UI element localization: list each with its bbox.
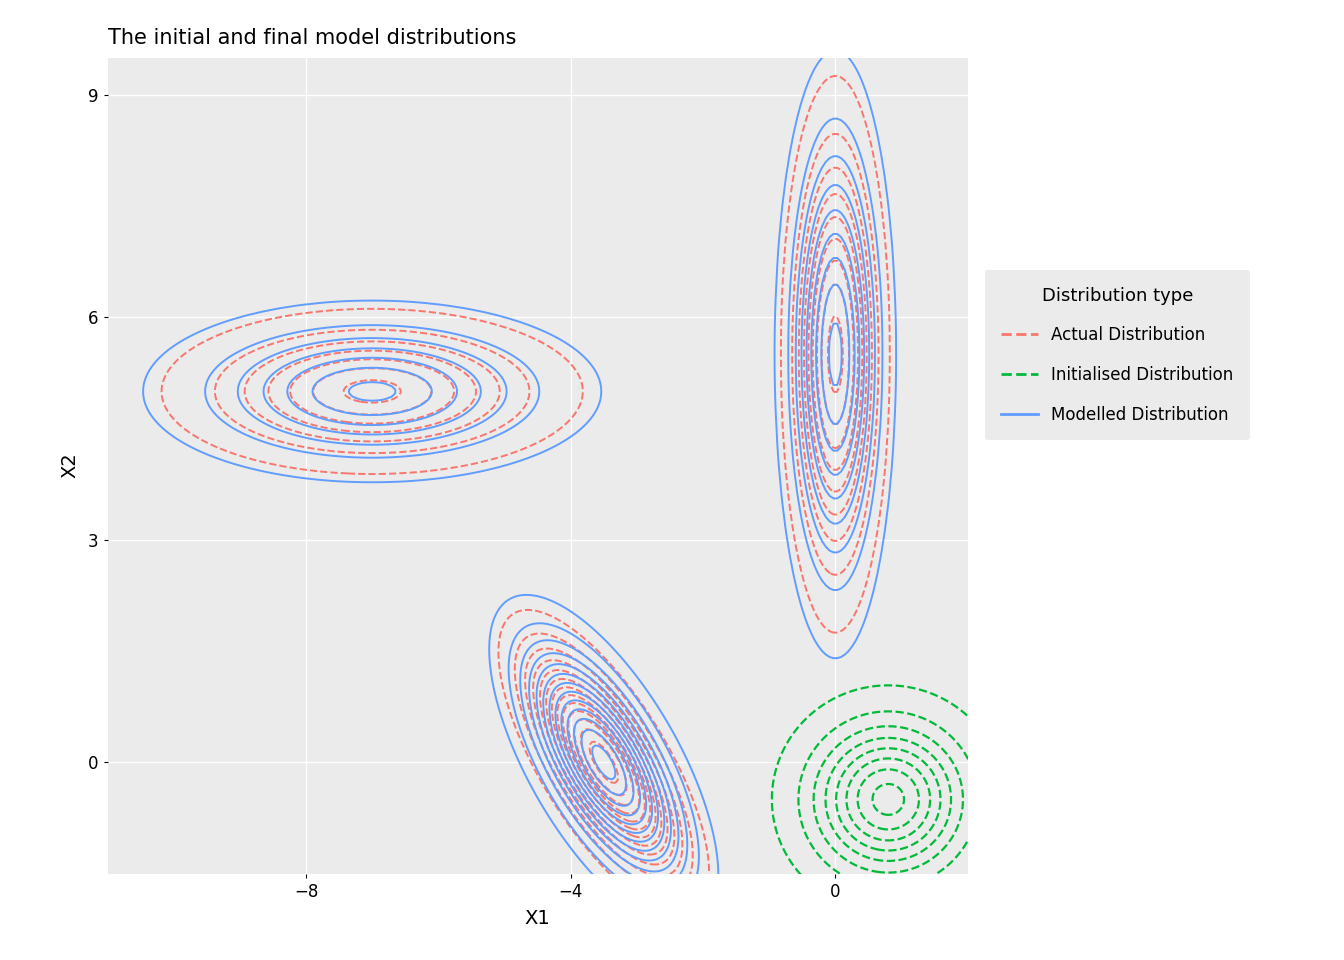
Text: The initial and final model distributions: The initial and final model distribution… bbox=[108, 28, 516, 48]
Legend: Actual Distribution, Initialised Distribution, Modelled Distribution: Actual Distribution, Initialised Distrib… bbox=[985, 270, 1250, 441]
X-axis label: X1: X1 bbox=[524, 909, 551, 928]
Y-axis label: X2: X2 bbox=[60, 453, 79, 478]
